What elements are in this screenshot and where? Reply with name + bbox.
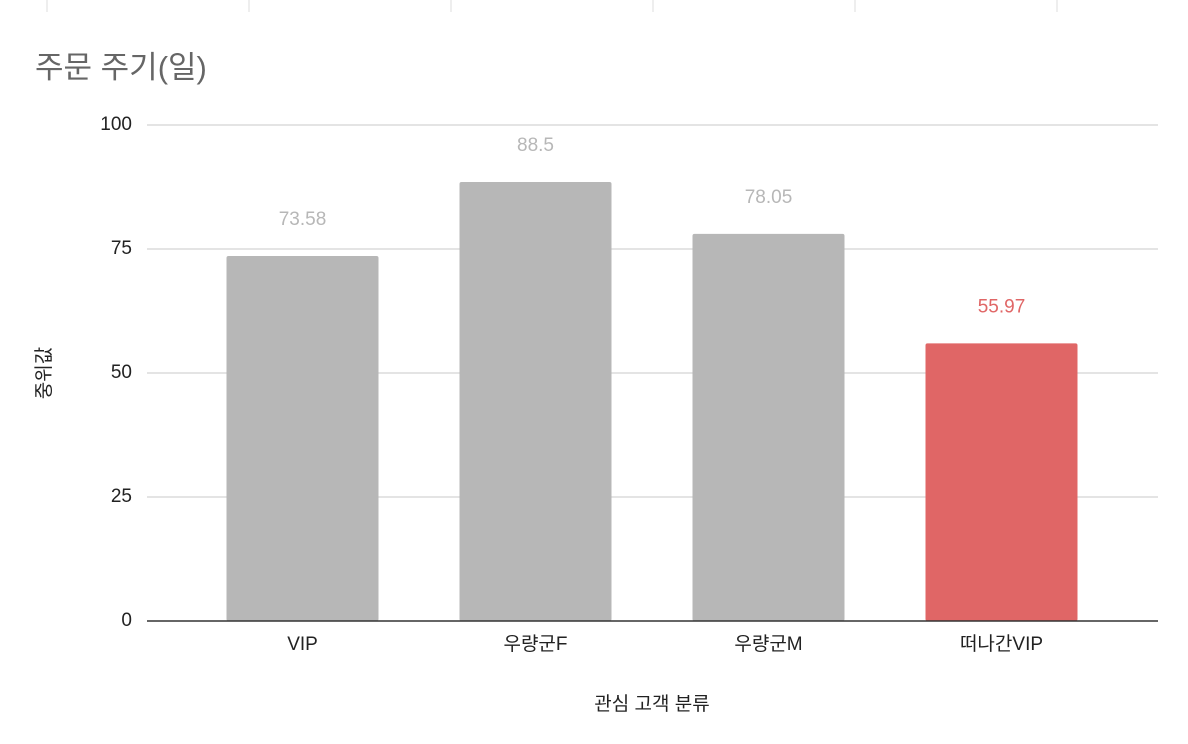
bar [226,256,379,621]
x-tick-label: VIP [287,634,318,655]
data-label: 55.97 [978,296,1026,317]
y-tick-label: 50 [111,362,132,383]
top-table-edge [46,0,1058,12]
y-tick-label: 100 [100,114,132,135]
y-tick-label: 0 [121,610,132,631]
data-label: 73.58 [279,209,327,230]
data-label: 88.5 [517,135,554,156]
bar [459,182,612,622]
x-tick-label: 떠나간VIP [960,633,1043,655]
x-tick-label: 우량군F [503,633,567,655]
x-tick-label: 우량군M [734,633,802,655]
bar [925,343,1078,621]
y-tick-label: 25 [111,486,132,507]
y-tick-label: 75 [111,238,132,259]
chart-title: 주문 주기(일) [35,50,207,85]
y-axis-label: 중위값 [33,347,55,399]
bar [692,233,845,621]
x-axis-label: 관심 고객 분류 [594,693,709,715]
data-label: 78.05 [745,187,793,208]
